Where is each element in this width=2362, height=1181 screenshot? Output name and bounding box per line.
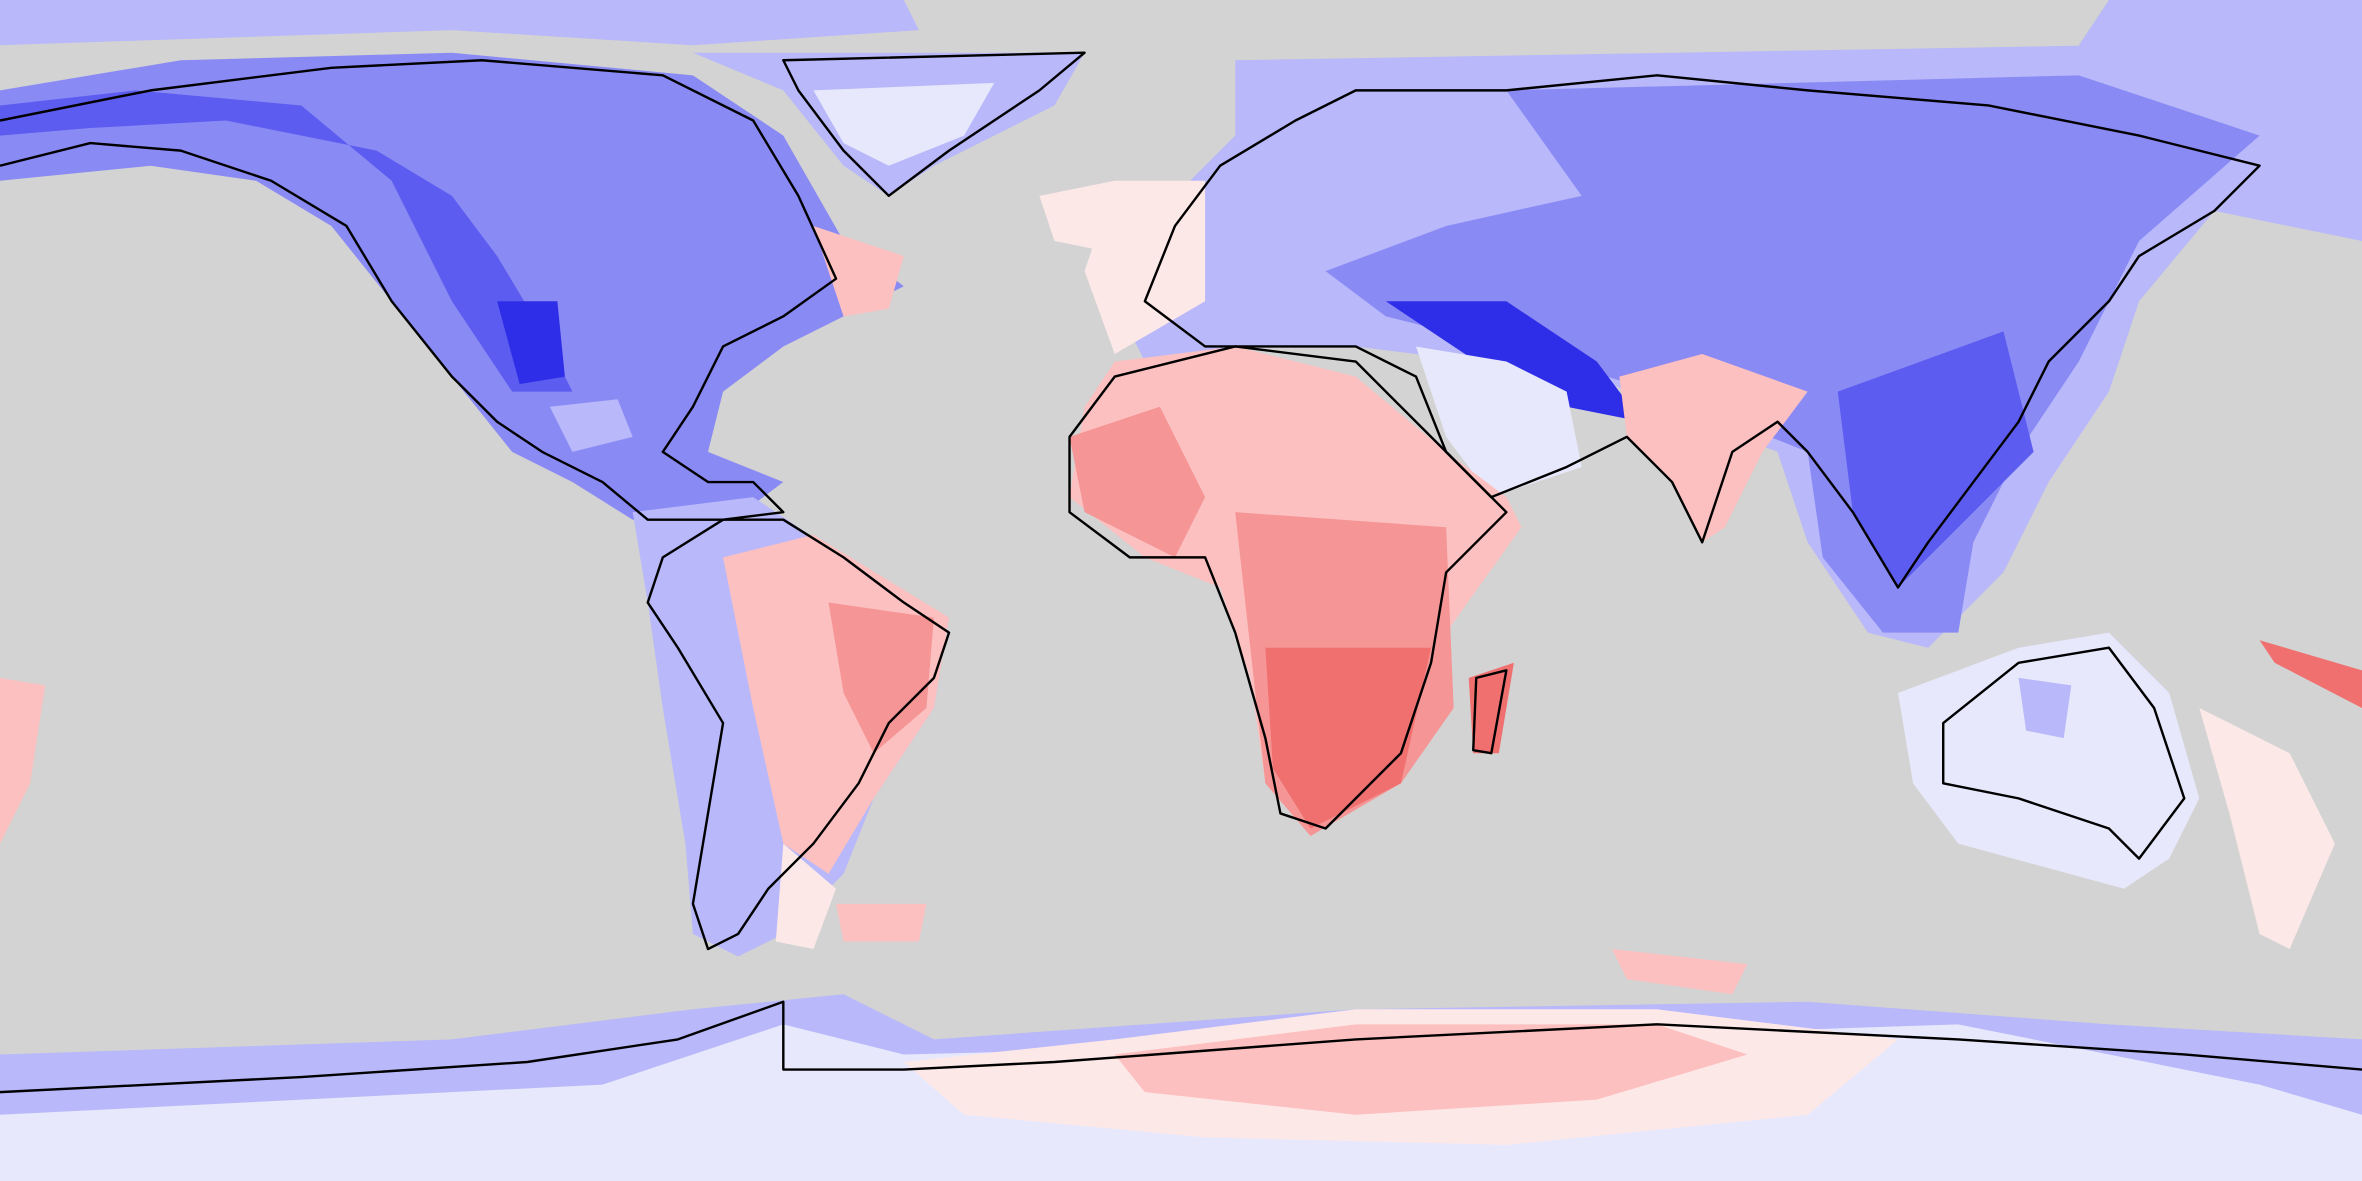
north-america-coast xyxy=(0,59,838,521)
antarctica-coast xyxy=(0,1000,2362,1094)
australia-coast xyxy=(1942,646,2186,860)
atlantic-warm xyxy=(813,225,904,317)
arctic-band xyxy=(0,0,919,46)
east-asia-strong xyxy=(1837,331,2034,588)
antarctica-warm-core xyxy=(1114,1024,1748,1115)
greenland-coast xyxy=(782,51,1086,198)
africa-coast xyxy=(1068,345,1508,830)
southern-ocean-warm xyxy=(1611,949,1748,995)
west-africa-warm xyxy=(1069,406,1206,558)
brazil-warm xyxy=(828,602,934,754)
south-atlantic-warm xyxy=(836,903,927,942)
north-america-core xyxy=(497,301,565,385)
arctic-band-east xyxy=(2078,0,2362,121)
north-atlantic-warm xyxy=(1039,180,1130,257)
patagonia-warm xyxy=(775,843,837,950)
eurasia-strong xyxy=(1325,75,2260,633)
eurasia-coast xyxy=(1143,74,2261,589)
greenland-core xyxy=(813,82,995,166)
south-africa-warm xyxy=(1265,647,1432,829)
south-america-coast xyxy=(646,518,951,951)
new-zealand-warm xyxy=(2199,707,2335,950)
central-asia-core xyxy=(1385,301,1642,422)
gulf xyxy=(549,399,633,452)
west-pacific-warm xyxy=(0,677,46,844)
india xyxy=(1619,353,1808,543)
pacific-warm xyxy=(2259,640,2362,708)
middle-east xyxy=(1415,346,1582,498)
coastlines xyxy=(0,51,2362,1094)
australia-cool xyxy=(2018,677,2072,739)
australia xyxy=(1898,632,2200,889)
madagascar-coast xyxy=(1472,669,1508,755)
